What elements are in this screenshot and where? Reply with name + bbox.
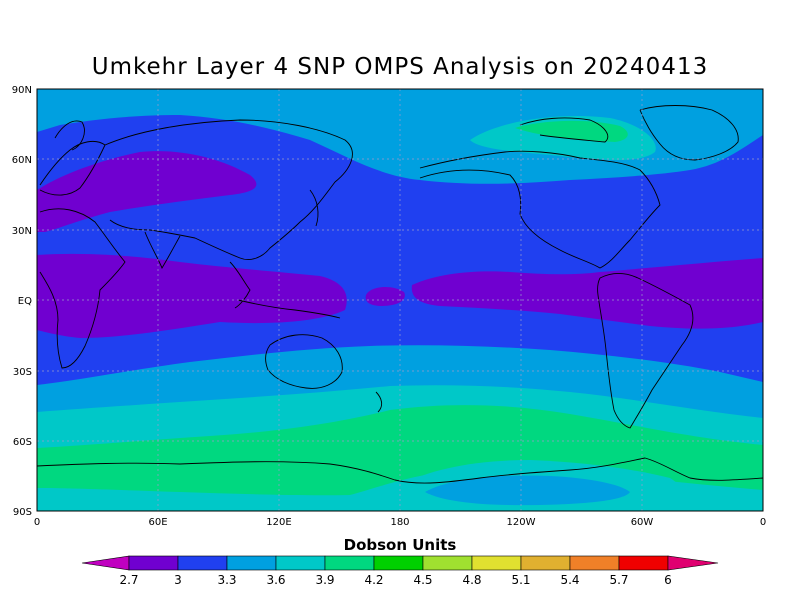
field-north-lightblue	[37, 89, 763, 184]
gridlines	[37, 89, 763, 511]
coast-antarctica	[37, 457, 763, 484]
colorbar-swatch	[471, 555, 522, 571]
coast-asia	[104, 119, 353, 260]
colorbar-title: Dobson Units	[343, 536, 457, 554]
colorbar-level-label: 3.9	[315, 573, 334, 587]
colorbar-swatch	[569, 555, 620, 571]
lon-label-0-east: 0	[760, 517, 766, 528]
lat-label-90s: 90S	[13, 507, 32, 518]
map-frame	[36, 88, 764, 512]
coast-scandinavia	[54, 120, 85, 151]
coast-new-zealand	[375, 391, 383, 413]
colorbar-swatch	[324, 555, 375, 571]
coast-canada-islands	[519, 117, 609, 143]
lon-label-60w: 60W	[631, 517, 654, 528]
field-south-lightblue-lower	[425, 475, 630, 506]
lat-label-eq: EQ	[18, 296, 32, 307]
colorbar-swatch	[226, 555, 277, 571]
field-violet-small	[365, 286, 405, 306]
colorbar-level-label: 3.6	[266, 573, 285, 587]
colorbar-swatch	[275, 555, 326, 571]
lat-label-60s: 60S	[13, 437, 32, 448]
lon-label-0-west: 0	[34, 517, 40, 528]
colorbar-level-label: 2.7	[119, 573, 138, 587]
field-violet-pacific	[411, 258, 763, 329]
coast-indonesia	[237, 299, 341, 319]
colorbar-level-label: 5.7	[609, 573, 628, 587]
colorbar-level-label: 3	[174, 573, 182, 587]
colorbar-level-label: 6	[664, 573, 672, 587]
colorbar-level-label: 5.1	[511, 573, 530, 587]
coast-greenland	[639, 105, 739, 161]
field-north-green	[515, 120, 628, 142]
lon-label-180: 180	[390, 517, 409, 528]
colorbar-swatch	[422, 555, 473, 571]
coastlines	[37, 105, 763, 484]
lat-label-30s: 30S	[13, 367, 32, 378]
coast-japan	[309, 189, 319, 227]
coast-se-asia	[229, 261, 251, 309]
lat-axis: 90N 60N 30N EQ 30S 60S 90S	[12, 85, 32, 518]
lat-label-30n: 30N	[12, 226, 32, 237]
lon-axis: 0 60E 120E 180 120W 60W 0	[34, 517, 766, 528]
colorbar-level-label: 4.5	[413, 573, 432, 587]
colorbar-swatch	[520, 555, 571, 571]
colorbar-level-label: 4.8	[462, 573, 481, 587]
colorbar-level-label: 3.3	[217, 573, 236, 587]
coast-south-america	[597, 273, 694, 429]
lat-label-90n: 90N	[12, 85, 32, 96]
coast-india	[144, 231, 181, 270]
colorbar-level-label: 4.2	[364, 573, 383, 587]
lat-label-60n: 60N	[12, 155, 32, 166]
colorbar-swatch	[373, 555, 424, 571]
colorbar-swatch	[128, 555, 179, 571]
colorbar-low-triangle	[81, 555, 130, 571]
colorbar-swatch	[177, 555, 228, 571]
coast-africa	[39, 208, 126, 369]
colorbar-swatch	[618, 555, 669, 571]
colorbar: 2.7 3 3.3 3.6 3.9 4.2 4.5 4.8 5.1 5.4 5.7 6	[81, 555, 719, 587]
field-violet-north	[37, 151, 257, 232]
lon-label-120w: 120W	[507, 517, 536, 528]
lon-label-60e: 60E	[148, 517, 167, 528]
coast-north-america	[419, 150, 661, 269]
lon-label-120e: 120E	[266, 517, 291, 528]
colorbar-level-label: 5.4	[560, 573, 579, 587]
colorbar-high-triangle	[667, 555, 719, 571]
chart-title: Umkehr Layer 4 SNP OMPS Analysis on 2024…	[91, 54, 709, 80]
coast-australia	[265, 334, 343, 389]
